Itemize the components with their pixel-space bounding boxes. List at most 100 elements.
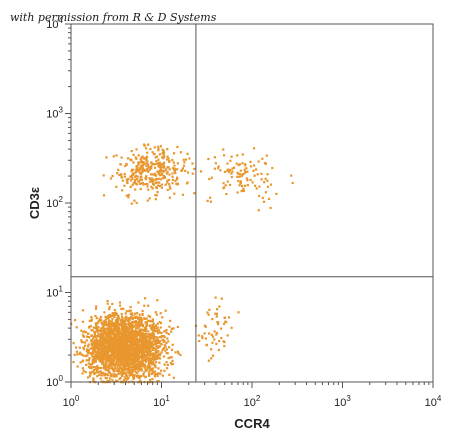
scatter-point bbox=[107, 325, 110, 328]
scatter-point bbox=[251, 181, 254, 184]
scatter-point bbox=[123, 175, 126, 178]
scatter-point bbox=[139, 375, 143, 378]
scatter-point bbox=[104, 318, 107, 321]
scatter-point bbox=[115, 337, 118, 340]
scatter-point bbox=[120, 331, 123, 334]
scatter-point bbox=[130, 339, 133, 342]
scatter-point bbox=[157, 356, 160, 360]
scatter-point bbox=[99, 354, 102, 357]
scatter-point bbox=[218, 340, 221, 343]
scatter-point bbox=[261, 196, 264, 199]
scatter-point bbox=[135, 165, 138, 168]
scatter-point bbox=[245, 167, 248, 170]
scatter-point bbox=[170, 363, 173, 366]
scatter-point bbox=[130, 373, 133, 377]
scatter-point bbox=[108, 305, 111, 309]
scatter-point bbox=[117, 319, 120, 322]
scatter-point bbox=[113, 365, 116, 368]
scatter-point bbox=[162, 174, 165, 178]
scatter-point bbox=[84, 371, 87, 374]
scatter-point bbox=[142, 143, 146, 146]
scatter-point bbox=[230, 172, 233, 175]
scatter-point bbox=[103, 319, 106, 323]
scatter-point bbox=[237, 164, 240, 167]
scatter-point bbox=[137, 161, 140, 164]
scatter-point bbox=[109, 374, 112, 377]
scatter-point bbox=[121, 333, 124, 336]
scatter-point bbox=[89, 324, 92, 328]
scatter-point bbox=[116, 364, 119, 367]
scatter-point bbox=[98, 366, 101, 370]
scatter-point bbox=[249, 178, 252, 182]
scatter-point bbox=[127, 193, 130, 196]
scatter-point bbox=[141, 182, 145, 185]
scatter-point bbox=[159, 352, 162, 355]
scatter-point bbox=[85, 339, 88, 342]
scatter-point bbox=[87, 349, 90, 352]
scatter-point bbox=[166, 337, 169, 340]
scatter-point bbox=[98, 347, 101, 350]
scatter-point bbox=[93, 340, 96, 343]
scatter-point bbox=[119, 371, 122, 374]
scatter-point bbox=[197, 334, 200, 337]
scatter-point bbox=[100, 318, 103, 321]
scatter-point bbox=[155, 330, 158, 333]
scatter-point bbox=[180, 169, 183, 172]
scatter-point bbox=[105, 331, 108, 334]
scatter-point bbox=[136, 169, 139, 172]
scatter-point bbox=[120, 176, 123, 179]
scatter-point bbox=[145, 332, 148, 336]
scatter-point bbox=[155, 361, 158, 364]
scatter-point bbox=[108, 334, 111, 337]
scatter-point bbox=[150, 346, 153, 349]
scatter-point bbox=[122, 365, 125, 369]
scatter-point bbox=[149, 369, 152, 372]
scatter-point bbox=[124, 362, 127, 365]
scatter-point bbox=[157, 380, 160, 383]
scatter-point bbox=[145, 347, 148, 350]
scatter-point bbox=[147, 374, 151, 377]
scatter-point bbox=[155, 194, 158, 197]
scatter-point bbox=[151, 345, 154, 348]
scatter-point bbox=[120, 367, 123, 370]
scatter-point bbox=[153, 375, 156, 378]
scatter-point bbox=[127, 371, 130, 374]
scatter-point bbox=[144, 359, 148, 362]
scatter-point bbox=[137, 369, 140, 373]
scatter-point bbox=[125, 318, 128, 321]
scatter-point bbox=[134, 319, 137, 323]
scatter-point bbox=[176, 182, 179, 185]
scatter-point bbox=[144, 183, 147, 186]
scatter-point bbox=[125, 375, 128, 378]
scatter-point bbox=[153, 172, 156, 175]
scatter-point bbox=[132, 168, 135, 171]
scatter-point bbox=[253, 147, 256, 150]
scatter-point bbox=[123, 376, 126, 379]
scatter-point bbox=[133, 349, 136, 352]
scatter-point bbox=[140, 171, 143, 174]
scatter-point bbox=[151, 378, 154, 381]
scatter-point bbox=[156, 351, 159, 354]
scatter-point bbox=[128, 318, 131, 321]
scatter-point bbox=[135, 201, 138, 204]
scatter-point bbox=[161, 338, 164, 342]
scatter-point bbox=[80, 339, 83, 342]
scatter-point bbox=[151, 173, 154, 176]
scatter-point bbox=[150, 334, 153, 337]
scatter-point bbox=[105, 355, 108, 358]
scatter-point bbox=[104, 333, 107, 336]
scatter-point bbox=[159, 357, 162, 360]
scatter-point bbox=[140, 348, 143, 351]
scatter-point bbox=[84, 341, 87, 344]
scatter-point bbox=[104, 376, 107, 380]
scatter-point bbox=[124, 342, 127, 345]
scatter-point bbox=[130, 325, 133, 328]
scatter-point bbox=[151, 367, 154, 370]
scatter-point bbox=[146, 167, 149, 170]
scatter-point bbox=[130, 332, 134, 335]
scatter-point bbox=[213, 338, 216, 341]
scatter-point bbox=[134, 356, 137, 359]
scatter-point bbox=[158, 153, 161, 156]
scatter-point bbox=[118, 349, 121, 352]
scatter-point bbox=[107, 368, 110, 371]
